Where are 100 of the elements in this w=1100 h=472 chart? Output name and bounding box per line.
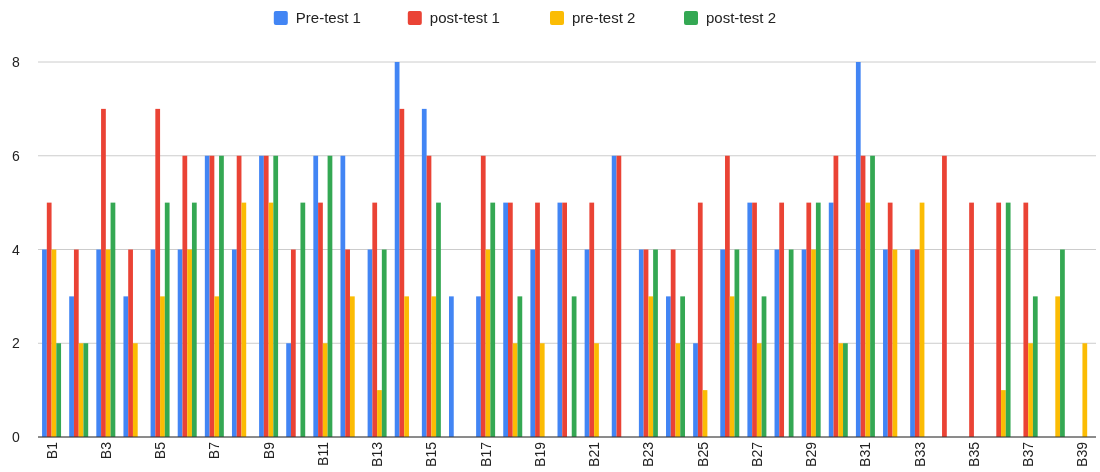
y-tick-label: 2: [12, 335, 21, 352]
bar: [1005, 202, 1011, 437]
bar: [73, 249, 79, 437]
bar: [788, 249, 794, 437]
bar: [843, 343, 848, 437]
bar: [725, 155, 730, 437]
bar: [399, 108, 405, 437]
x-tick-label: B39: [1074, 441, 1091, 467]
bar: [404, 296, 409, 437]
bar: [204, 155, 210, 437]
bar: [508, 202, 513, 437]
bar: [377, 390, 382, 437]
bar: [191, 202, 197, 437]
bar: [697, 202, 703, 437]
bar: [160, 296, 165, 437]
x-tick-label: B25: [694, 441, 711, 467]
bar: [436, 202, 441, 437]
bar: [670, 249, 676, 437]
bar: [1001, 390, 1006, 437]
y-tick-label: 4: [12, 241, 21, 258]
bar: [101, 108, 106, 437]
bar: [241, 202, 247, 437]
bar: [594, 343, 599, 437]
bar: [105, 249, 111, 437]
bar: [56, 343, 62, 437]
bar: [806, 202, 812, 437]
x-tick-label: B7: [206, 441, 223, 460]
bar: [693, 343, 698, 437]
x-tick-label: B5: [152, 441, 169, 460]
legend-label: post-test 2: [706, 9, 777, 26]
x-tick-label: B33: [911, 441, 928, 467]
x-tick-label: B23: [640, 441, 657, 467]
bar: [123, 296, 129, 437]
bar: [887, 202, 893, 437]
bar: [231, 249, 237, 437]
bar: [838, 343, 844, 437]
x-tick-label: B13: [369, 441, 386, 467]
x-tick-label: B3: [97, 441, 114, 460]
x-tick-label: B27: [748, 441, 765, 467]
bar: [300, 202, 306, 437]
bar: [811, 249, 816, 437]
bar: [480, 155, 486, 437]
bar: [42, 249, 47, 437]
y-tick-label: 8: [12, 54, 21, 70]
bar: [1032, 296, 1038, 437]
bar: [914, 249, 920, 437]
bar: [290, 249, 296, 437]
bar: [318, 202, 323, 437]
bar: [589, 202, 595, 437]
x-tick-label: B35: [965, 441, 982, 467]
bar: [219, 155, 224, 437]
bar: [381, 249, 387, 437]
bar: [349, 296, 355, 437]
bar: [286, 343, 291, 437]
y-tick-label: 0: [12, 429, 21, 445]
bar: [756, 343, 762, 437]
bar: [530, 249, 536, 437]
bar: [1023, 202, 1029, 437]
bar: [883, 249, 888, 437]
bar: [182, 155, 188, 437]
bar: [666, 296, 671, 437]
x-tick-label: B37: [1020, 441, 1037, 467]
bar: [752, 202, 757, 437]
bar: [69, 296, 74, 437]
x-tick-label: B17: [477, 441, 494, 467]
bar: [448, 296, 454, 437]
bar: [815, 202, 821, 437]
bar: [611, 155, 617, 437]
bar: [779, 202, 785, 437]
bar: [1060, 249, 1065, 437]
bar: [187, 249, 192, 437]
bar: [164, 202, 170, 437]
bar: [910, 249, 915, 437]
bar: [680, 296, 686, 437]
bar: [562, 202, 567, 437]
bar: [503, 202, 508, 437]
bar: [969, 202, 974, 437]
x-tick-label: B15: [423, 441, 440, 467]
bar: [870, 155, 875, 437]
bar: [340, 155, 346, 437]
x-tick-label: B1: [43, 441, 60, 460]
bar: [214, 296, 220, 437]
legend-label: Pre-test 1: [295, 9, 361, 26]
bar: [720, 249, 726, 437]
bar: [263, 155, 269, 437]
x-tick-label: B9: [260, 441, 277, 460]
bar: [83, 343, 89, 437]
bar: [729, 296, 735, 437]
bar: [517, 296, 523, 437]
x-tick-label: B19: [531, 441, 548, 467]
bar: [1055, 296, 1061, 437]
bar: [747, 202, 753, 437]
bar: [828, 202, 834, 437]
bar: [372, 202, 378, 437]
bar: [128, 249, 133, 437]
x-tick-label: B29: [803, 441, 820, 467]
bar: [421, 108, 427, 437]
x-tick-label: B11: [314, 441, 331, 466]
y-tick-label: 6: [12, 147, 21, 164]
bar: [535, 202, 540, 437]
